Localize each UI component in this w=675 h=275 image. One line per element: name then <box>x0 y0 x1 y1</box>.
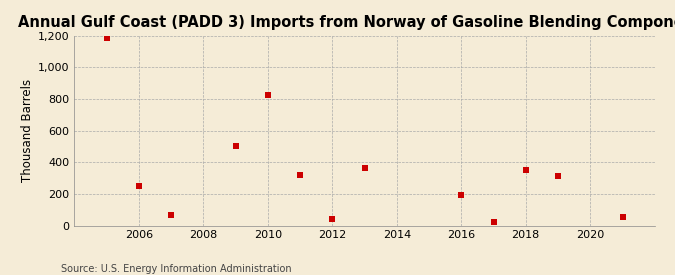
Point <box>165 213 176 218</box>
Point <box>520 168 531 172</box>
Point <box>327 217 338 221</box>
Point <box>488 220 499 224</box>
Text: Source: U.S. Energy Information Administration: Source: U.S. Energy Information Administ… <box>61 264 292 274</box>
Point <box>553 174 564 178</box>
Point <box>134 184 144 188</box>
Title: Annual Gulf Coast (PADD 3) Imports from Norway of Gasoline Blending Components: Annual Gulf Coast (PADD 3) Imports from … <box>18 15 675 31</box>
Y-axis label: Thousand Barrels: Thousand Barrels <box>21 79 34 182</box>
Point <box>456 192 466 197</box>
Point <box>101 36 112 40</box>
Point <box>294 173 305 177</box>
Point <box>617 214 628 219</box>
Point <box>359 166 370 170</box>
Point <box>230 144 241 148</box>
Point <box>263 93 273 97</box>
